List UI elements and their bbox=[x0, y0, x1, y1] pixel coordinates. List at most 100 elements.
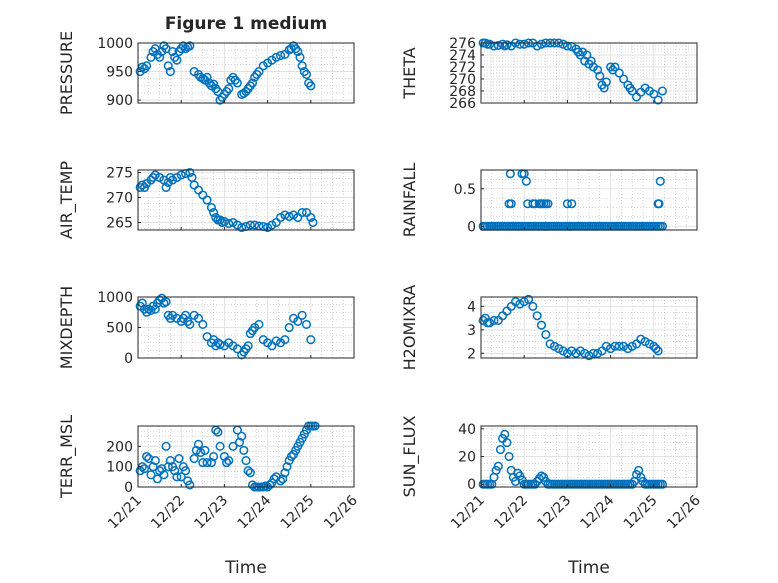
y-tick-label: 270 bbox=[449, 72, 476, 88]
y-tick-label: 275 bbox=[106, 166, 133, 182]
data-point bbox=[193, 439, 204, 449]
data-point bbox=[293, 316, 303, 326]
axes-frame bbox=[137, 42, 355, 104]
data-point bbox=[198, 319, 208, 330]
data-point bbox=[137, 62, 147, 72]
y-tick-label: 40 bbox=[458, 422, 476, 438]
data-point bbox=[155, 52, 165, 62]
y-tick-label: 100 bbox=[106, 460, 133, 476]
y-axis-label: THETA bbox=[400, 47, 419, 99]
data-point bbox=[297, 61, 307, 71]
data-point bbox=[545, 339, 555, 349]
data-point bbox=[170, 466, 180, 476]
data-point bbox=[519, 297, 529, 307]
data-point bbox=[493, 461, 503, 471]
data-point bbox=[297, 310, 307, 320]
data-point bbox=[284, 322, 294, 333]
data-point bbox=[209, 79, 219, 89]
data-point bbox=[278, 474, 288, 484]
subplot-3: 265 270 275 AIR_TEMP bbox=[57, 161, 355, 239]
data-point bbox=[619, 341, 629, 351]
data-point bbox=[528, 301, 538, 311]
data-point bbox=[209, 451, 219, 462]
y-tick-label: 0 bbox=[467, 219, 476, 235]
data-point bbox=[243, 341, 253, 351]
axes-frame bbox=[137, 169, 355, 231]
data-point bbox=[657, 86, 667, 96]
data-point bbox=[515, 299, 525, 309]
y-tick-label: 266 bbox=[449, 96, 476, 112]
data-point bbox=[232, 78, 242, 88]
data-point bbox=[150, 304, 160, 314]
y-axis-label: MIXDEPTH bbox=[57, 286, 76, 369]
y-tick-label: 950 bbox=[106, 65, 133, 81]
data-point bbox=[623, 344, 633, 354]
data-point bbox=[180, 310, 191, 320]
data-point bbox=[215, 441, 225, 451]
data-point bbox=[306, 212, 316, 223]
subplot-6: 2 3 4 H2OMIXRA bbox=[400, 285, 698, 370]
data-point bbox=[644, 339, 655, 349]
data-point bbox=[601, 341, 611, 351]
data-point bbox=[228, 441, 238, 451]
data-point bbox=[148, 462, 158, 472]
data-point bbox=[276, 476, 286, 486]
data-point bbox=[498, 39, 508, 49]
data-point bbox=[159, 470, 169, 480]
data-point bbox=[239, 445, 249, 455]
data-point bbox=[506, 199, 516, 209]
data-point bbox=[554, 344, 564, 354]
data-point bbox=[152, 474, 162, 484]
data-point bbox=[523, 294, 534, 304]
axes-frame bbox=[137, 425, 355, 488]
data-point bbox=[163, 61, 173, 71]
y-tick-label: 20 bbox=[458, 450, 476, 466]
data-point bbox=[586, 56, 596, 66]
data-point bbox=[198, 458, 208, 468]
data-point bbox=[627, 341, 637, 351]
data-point bbox=[280, 468, 290, 478]
y-tick-label: 0 bbox=[124, 351, 133, 367]
data-point bbox=[649, 89, 659, 99]
axes-frame bbox=[480, 42, 698, 104]
data-point bbox=[306, 335, 316, 345]
data-point bbox=[139, 464, 150, 474]
data-point bbox=[485, 318, 495, 328]
data-point bbox=[536, 320, 547, 330]
y-tick-label: 3 bbox=[467, 323, 476, 339]
y-tick-label: 265 bbox=[106, 216, 133, 232]
data-point bbox=[485, 39, 495, 49]
axes-frame bbox=[480, 296, 698, 359]
data-point bbox=[306, 81, 316, 91]
y-axis-label: TERR_MSL bbox=[57, 415, 77, 499]
data-point bbox=[215, 215, 225, 225]
data-point bbox=[189, 453, 199, 464]
data-point bbox=[280, 210, 290, 220]
data-point bbox=[185, 480, 195, 490]
y-tick-label: 2 bbox=[467, 346, 476, 362]
subplot-5: 0 500 1000 MIXDEPTH bbox=[57, 286, 355, 369]
data-point bbox=[532, 41, 542, 51]
data-point bbox=[276, 51, 286, 61]
y-tick-label: 1000 bbox=[97, 290, 133, 306]
data-point bbox=[245, 468, 255, 478]
data-point bbox=[271, 336, 281, 346]
data-point bbox=[165, 456, 175, 466]
data-point bbox=[541, 329, 551, 340]
data-point bbox=[135, 182, 145, 193]
data-point bbox=[543, 199, 553, 209]
data-point bbox=[651, 344, 661, 354]
data-point bbox=[176, 170, 186, 180]
data-point bbox=[575, 346, 585, 356]
data-point bbox=[146, 470, 156, 480]
data-point bbox=[653, 346, 663, 356]
x-axis-label-right: Time bbox=[567, 558, 610, 578]
data-point bbox=[521, 176, 531, 186]
data-point bbox=[213, 427, 223, 437]
data-point bbox=[493, 40, 503, 50]
y-tick-label: 500 bbox=[106, 321, 133, 337]
data-point bbox=[243, 466, 253, 476]
data-point bbox=[582, 50, 592, 60]
y-tick-label: 0 bbox=[124, 480, 133, 496]
